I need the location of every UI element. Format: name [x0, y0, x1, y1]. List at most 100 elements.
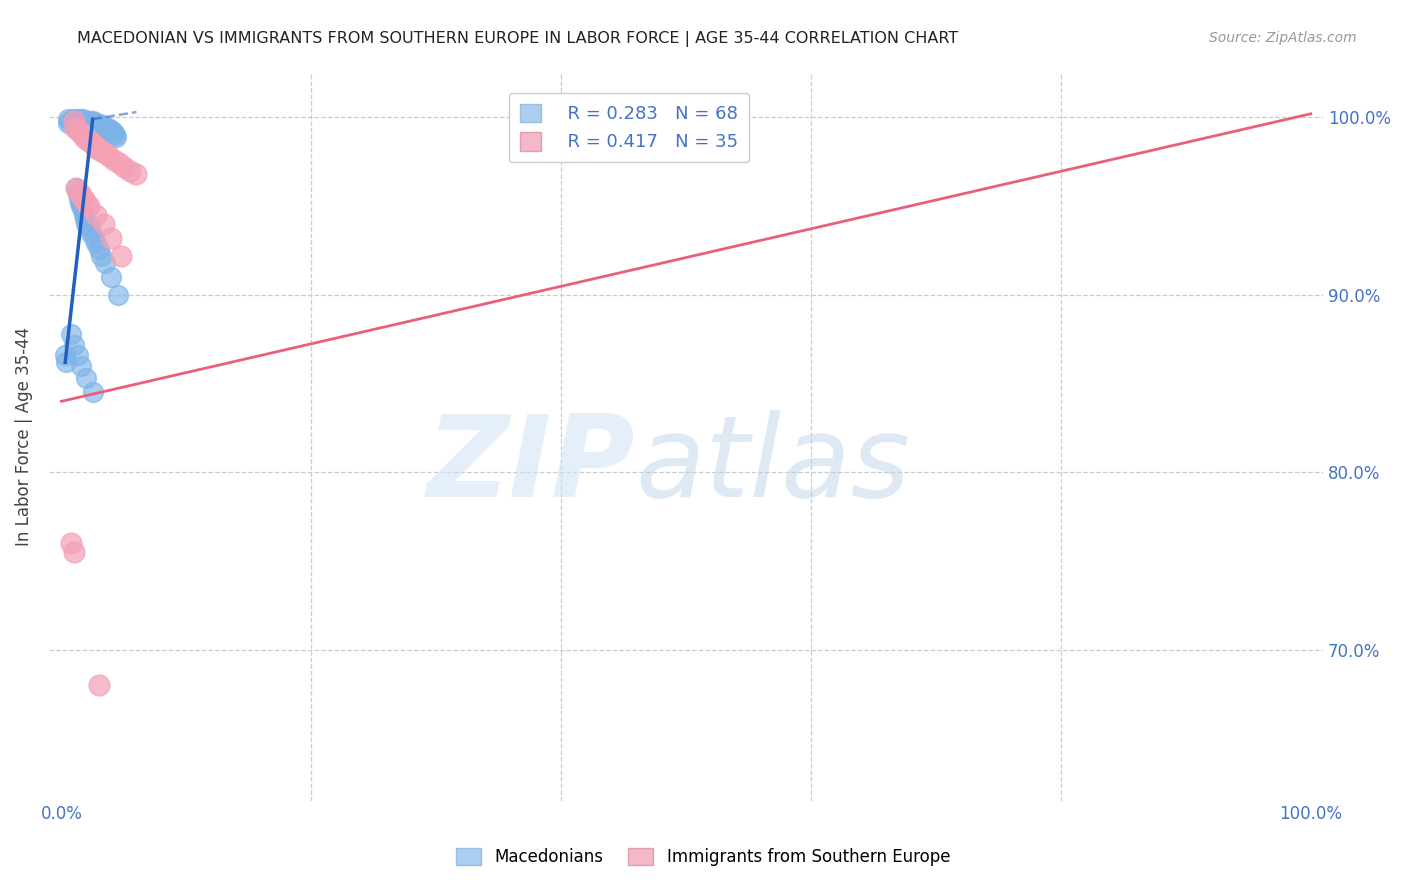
- Point: [53, 348, 76, 362]
- Point: [86, 208, 108, 222]
- Point: [75, 131, 97, 145]
- Point: [97, 122, 120, 136]
- Point: [93, 217, 115, 231]
- Point: [86, 236, 108, 251]
- Point: [100, 270, 122, 285]
- Point: [65, 112, 87, 127]
- Point: [96, 122, 118, 136]
- Point: [73, 114, 96, 128]
- Point: [89, 118, 111, 132]
- Point: [69, 114, 91, 128]
- Point: [101, 124, 124, 138]
- Point: [69, 112, 91, 127]
- Point: [94, 256, 117, 270]
- Point: [105, 129, 128, 144]
- Point: [83, 231, 105, 245]
- Point: [90, 249, 112, 263]
- Point: [84, 118, 107, 132]
- Point: [98, 124, 121, 138]
- Point: [66, 348, 89, 362]
- Point: [86, 118, 108, 132]
- Point: [83, 116, 105, 130]
- Point: [70, 188, 93, 202]
- Point: [63, 545, 86, 559]
- Point: [77, 220, 100, 235]
- Point: [87, 242, 110, 256]
- Point: [63, 114, 86, 128]
- Point: [82, 385, 104, 400]
- Point: [77, 199, 100, 213]
- Point: [66, 186, 89, 201]
- Point: [86, 116, 108, 130]
- Point: [120, 163, 142, 178]
- Point: [56, 112, 79, 127]
- Point: [93, 120, 115, 134]
- Point: [70, 199, 93, 213]
- Point: [87, 142, 110, 156]
- Point: [70, 359, 93, 373]
- Point: [90, 144, 112, 158]
- Point: [100, 231, 122, 245]
- Point: [77, 133, 100, 147]
- Point: [75, 116, 97, 130]
- Point: [59, 114, 82, 128]
- Point: [66, 122, 89, 136]
- Y-axis label: In Labor Force | Age 35-44: In Labor Force | Age 35-44: [15, 327, 32, 547]
- Point: [72, 128, 94, 142]
- Point: [60, 326, 83, 341]
- Point: [97, 149, 120, 163]
- Point: [72, 112, 94, 127]
- Point: [87, 678, 110, 692]
- Point: [75, 211, 97, 226]
- Point: [60, 536, 83, 550]
- Point: [75, 195, 97, 210]
- Point: [90, 120, 112, 134]
- Point: [110, 249, 132, 263]
- Point: [107, 288, 129, 302]
- Point: [75, 371, 97, 385]
- Point: [63, 120, 86, 135]
- Point: [108, 156, 131, 170]
- Point: [97, 120, 120, 135]
- Point: [103, 126, 125, 140]
- Point: [65, 181, 87, 195]
- Point: [67, 116, 90, 130]
- Point: [73, 208, 96, 222]
- Point: [63, 337, 86, 351]
- Point: [70, 116, 93, 130]
- Text: MACEDONIAN VS IMMIGRANTS FROM SOUTHERN EUROPE IN LABOR FORCE | AGE 35-44 CORRELA: MACEDONIAN VS IMMIGRANTS FROM SOUTHERN E…: [77, 31, 959, 47]
- Point: [75, 217, 97, 231]
- Text: ZIP: ZIP: [426, 410, 636, 522]
- Point: [84, 138, 107, 153]
- Point: [55, 355, 77, 369]
- Legend:   R = 0.283   N = 68,   R = 0.417   N = 35: R = 0.283 N = 68, R = 0.417 N = 35: [509, 93, 748, 162]
- Point: [73, 192, 96, 206]
- Point: [82, 136, 104, 151]
- Point: [87, 120, 110, 134]
- Point: [77, 116, 100, 130]
- Point: [63, 118, 86, 132]
- Point: [104, 128, 127, 142]
- Point: [112, 160, 135, 174]
- Legend: Macedonians, Immigrants from Southern Europe: Macedonians, Immigrants from Southern Eu…: [450, 841, 956, 873]
- Point: [94, 120, 117, 135]
- Point: [69, 195, 91, 210]
- Point: [73, 129, 96, 144]
- Point: [94, 145, 117, 160]
- Point: [70, 126, 93, 140]
- Point: [80, 116, 103, 130]
- Point: [82, 114, 104, 128]
- Point: [86, 140, 108, 154]
- Point: [56, 116, 79, 130]
- Point: [73, 116, 96, 130]
- Point: [103, 153, 125, 167]
- Point: [66, 114, 89, 128]
- Point: [72, 202, 94, 217]
- Point: [69, 124, 91, 138]
- Text: Source: ZipAtlas.com: Source: ZipAtlas.com: [1209, 31, 1357, 45]
- Point: [65, 181, 87, 195]
- Point: [100, 122, 122, 136]
- Point: [79, 135, 101, 149]
- Point: [77, 118, 100, 132]
- Point: [76, 114, 98, 128]
